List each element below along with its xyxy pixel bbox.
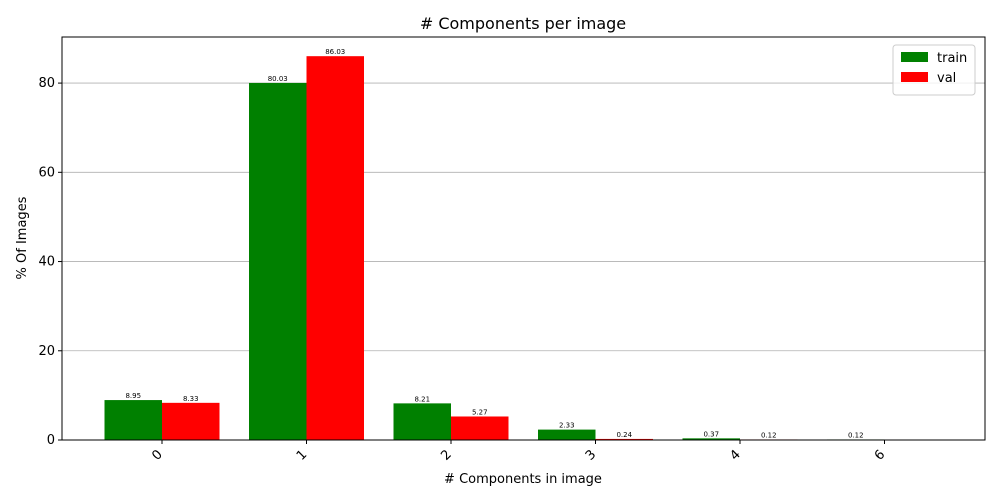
bar-train-2 [393,403,451,440]
bar-value-label: 5.27 [472,408,488,416]
bar-value-label: 86.03 [325,48,345,56]
y-tick-label: 80 [38,76,55,91]
x-tick-label: 1 [294,447,310,463]
x-tick-label: 4 [727,447,743,463]
bar-value-label: 2.33 [559,422,575,430]
bars [104,56,885,440]
x-tick-label: 2 [438,447,454,463]
bar-val-0 [162,402,220,440]
bar-value-label: 0.12 [848,431,864,439]
y-tick-label: 0 [47,433,55,448]
bar-value-label: 0.12 [761,431,777,439]
legend-swatch-val [901,72,928,82]
x-tick-label: 6 [872,447,888,463]
axes [61,36,986,441]
y-tick-label: 40 [38,255,55,270]
bar-train-4 [682,438,740,440]
bar-train-1 [249,82,307,440]
legend: train val [892,44,976,96]
x-tick-label: 0 [149,447,165,463]
y-tick-label: 20 [38,344,55,359]
axes-frame [61,36,986,441]
y-axis-ticks: 0 20 40 60 80 [38,76,62,448]
bar-val-3 [595,438,653,440]
bar-value-labels: 8.95 80.03 8.21 2.33 0.37 0.12 8.33 86.03 5.27 0.… [125,48,863,439]
legend-swatch-train [901,52,928,62]
x-tick-label: 3 [583,447,599,463]
bar-value-label: 8.33 [183,395,199,403]
x-axis-label: # Components in image [444,472,602,487]
chart-title: # Components per image [420,14,626,33]
bar-val-2 [451,416,509,440]
y-axis-label: % Of Images [15,196,30,279]
bar-train-0 [104,400,162,440]
bar-val-1 [306,56,364,440]
x-axis-ticks: 0 1 2 3 4 6 [149,440,888,464]
y-tick-label: 60 [38,165,55,180]
bar-value-label: 0.37 [703,430,719,438]
bar-value-label: 8.21 [414,395,430,403]
bar-value-label: 0.24 [616,431,632,439]
legend-label-train: train [937,51,967,66]
legend-label-val: val [937,71,956,86]
bar-value-label: 8.95 [125,392,141,400]
grid-lines [62,82,985,441]
bar-value-label: 80.03 [268,75,288,83]
bar-train-3 [538,429,596,440]
